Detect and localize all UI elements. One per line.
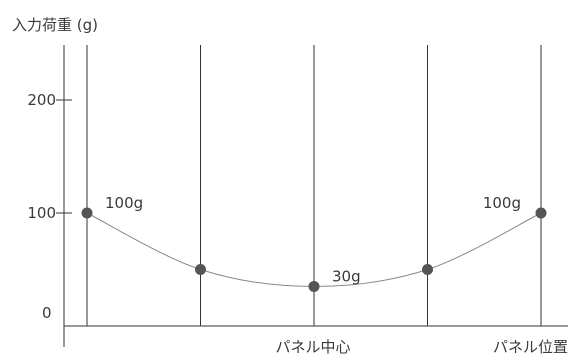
y-ticks: 0 100 200 <box>27 91 72 322</box>
y-tick-label-200: 200 <box>27 91 56 109</box>
data-point-4 <box>535 207 547 219</box>
point-label-0: 100g <box>105 194 143 212</box>
y-axis-label: 入力荷重 (g) <box>12 16 98 34</box>
point-label-4: 100g <box>483 194 521 212</box>
y-tick-label-100: 100 <box>27 204 56 222</box>
point-labels: 100g 30g 100g <box>105 194 521 285</box>
y-tick-label-0: 0 <box>42 304 52 322</box>
data-points <box>81 207 547 292</box>
data-point-0 <box>81 207 93 219</box>
data-point-3 <box>422 264 433 275</box>
x-label-right: パネル位置 <box>493 338 568 356</box>
point-label-2: 30g <box>332 267 361 285</box>
data-point-1 <box>195 264 206 275</box>
data-point-2 <box>308 280 320 292</box>
vertical-gridlines <box>86 45 542 326</box>
x-label-center: パネル中心 <box>275 338 350 356</box>
